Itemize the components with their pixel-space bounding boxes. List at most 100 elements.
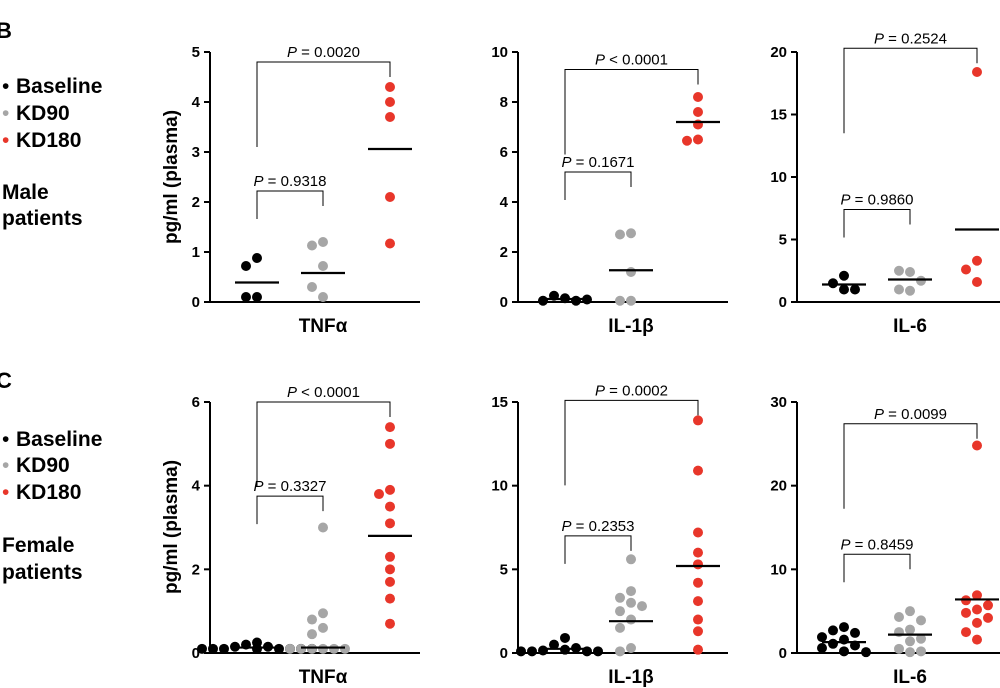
data-point-kd90	[626, 554, 636, 565]
y-axis-label-female: pg/ml (plasma)	[161, 460, 182, 594]
data-point-baseline	[538, 645, 548, 656]
data-point-kd180	[972, 617, 982, 628]
data-point-baseline	[839, 646, 849, 657]
data-point-kd180	[972, 590, 982, 601]
y-tick-label: 5	[779, 232, 787, 249]
data-point-kd180	[972, 67, 982, 77]
data-point-kd180	[385, 564, 395, 575]
legend-kd90-label: KD90	[16, 102, 70, 125]
data-point-kd180	[385, 618, 395, 629]
significance-bracket	[843, 423, 978, 509]
significance-bracket	[564, 69, 699, 155]
chart-panel-0-0: 0 1 2 3 4 5 TNFα P = 0.9318 P = 0.0020	[192, 44, 420, 337]
significance-bracket	[843, 209, 911, 238]
data-point-kd90	[626, 597, 636, 608]
data-point-baseline	[839, 622, 849, 633]
y-tick-label: 8	[500, 94, 508, 111]
data-point-kd90	[916, 275, 926, 286]
panel-letter-b: B	[0, 18, 12, 43]
legend-baseline-label: Baseline	[16, 428, 102, 451]
y-tick-label: 2	[192, 561, 200, 578]
y-tick-label: 4	[192, 94, 201, 111]
data-point-kd180	[385, 82, 395, 92]
data-point-kd90	[615, 229, 625, 240]
y-tick-label: 2	[192, 194, 200, 211]
data-point-baseline	[241, 292, 251, 302]
data-point-kd180	[385, 112, 395, 122]
x-axis-label: TNFα	[299, 667, 348, 688]
chart-panel-0-2: 0 5 10 15 20 IL-6 P = 0.9860 P = 0.2524	[770, 30, 1000, 337]
data-point-kd90	[905, 647, 915, 658]
data-point-baseline	[208, 643, 218, 654]
data-point-kd90	[626, 586, 636, 597]
legend-caption-line2: patients	[2, 561, 83, 584]
data-point-kd90	[905, 624, 915, 635]
data-point-baseline	[828, 625, 838, 636]
y-tick-label: 0	[779, 294, 787, 311]
data-point-kd90	[307, 282, 317, 292]
p-value-label: P < 0.0001	[595, 52, 668, 69]
data-point-kd90	[318, 622, 328, 633]
y-tick-label: 0	[192, 294, 200, 311]
y-tick-label: 2	[500, 244, 508, 261]
significance-bracket	[256, 401, 391, 487]
x-axis-label: TNFα	[299, 316, 348, 337]
legend-kd180-marker: •	[2, 129, 9, 152]
significance-bracket	[564, 171, 632, 200]
data-point-kd180	[385, 501, 395, 512]
data-point-kd180	[693, 527, 703, 538]
data-point-kd180	[972, 604, 982, 615]
data-point-kd180	[693, 92, 703, 102]
legend-kd180-label: KD180	[16, 481, 81, 504]
data-point-kd90	[905, 285, 915, 296]
data-point-kd90	[626, 228, 636, 239]
data-point-kd90	[318, 237, 328, 247]
data-point-baseline	[241, 261, 251, 271]
p-value-label: P = 0.9318	[254, 173, 327, 190]
data-point-kd180	[693, 415, 703, 426]
y-tick-label: 1	[192, 244, 200, 261]
data-point-baseline	[839, 270, 849, 281]
y-tick-label: 10	[770, 169, 787, 186]
significance-bracket	[564, 399, 699, 486]
y-tick-label: 4	[500, 194, 509, 211]
chart-panel-0-1: 0 2 4 6 8 10 IL-1β P = 0.1671 P < 0.0001	[491, 44, 728, 337]
data-point-kd90	[626, 267, 636, 277]
data-point-kd180	[961, 627, 971, 638]
legend-caption-line1: Male	[2, 181, 49, 204]
p-value-label: P = 0.8459	[841, 536, 914, 553]
data-point-kd90	[307, 240, 317, 251]
y-tick-label: 0	[500, 645, 508, 662]
data-point-kd90	[307, 629, 317, 640]
y-tick-label: 20	[770, 478, 787, 495]
y-tick-label: 0	[192, 645, 200, 662]
data-point-kd180	[682, 135, 692, 146]
legend-kd90-marker: •	[2, 102, 9, 125]
legend-female: • Baseline • KD90 • KD180 Female patient…	[2, 428, 102, 584]
p-value-label: P = 0.0099	[874, 406, 947, 423]
legend-baseline-marker: •	[2, 75, 9, 98]
data-point-baseline	[538, 295, 548, 306]
y-tick-label: 10	[770, 561, 787, 578]
y-tick-label: 0	[500, 294, 508, 311]
y-tick-label: 5	[500, 561, 508, 578]
data-point-kd180	[983, 612, 993, 623]
chart-panel-1-0: 0 2 4 6 TNFα P = 0.3327 P < 0.0001	[192, 384, 420, 688]
data-point-kd180	[385, 238, 395, 249]
data-point-kd180	[374, 489, 384, 500]
data-point-kd180	[385, 192, 395, 202]
data-point-kd90	[615, 295, 625, 306]
data-point-kd180	[972, 440, 982, 451]
data-point-kd90	[894, 265, 904, 276]
data-point-kd180	[385, 518, 395, 529]
data-point-baseline	[817, 632, 827, 643]
y-tick-label: 20	[770, 44, 787, 61]
x-axis-label: IL-1β	[608, 667, 653, 688]
data-point-kd90	[285, 643, 295, 654]
p-value-label: P < 0.0001	[287, 384, 360, 401]
significance-bracket	[564, 535, 632, 564]
data-point-kd180	[385, 438, 395, 449]
p-value-label: P = 0.2524	[874, 30, 947, 47]
data-point-kd90	[340, 643, 350, 654]
chart-panel-1-1: 0 5 10 15 IL-1β P = 0.2353 P = 0.0002	[491, 382, 728, 688]
